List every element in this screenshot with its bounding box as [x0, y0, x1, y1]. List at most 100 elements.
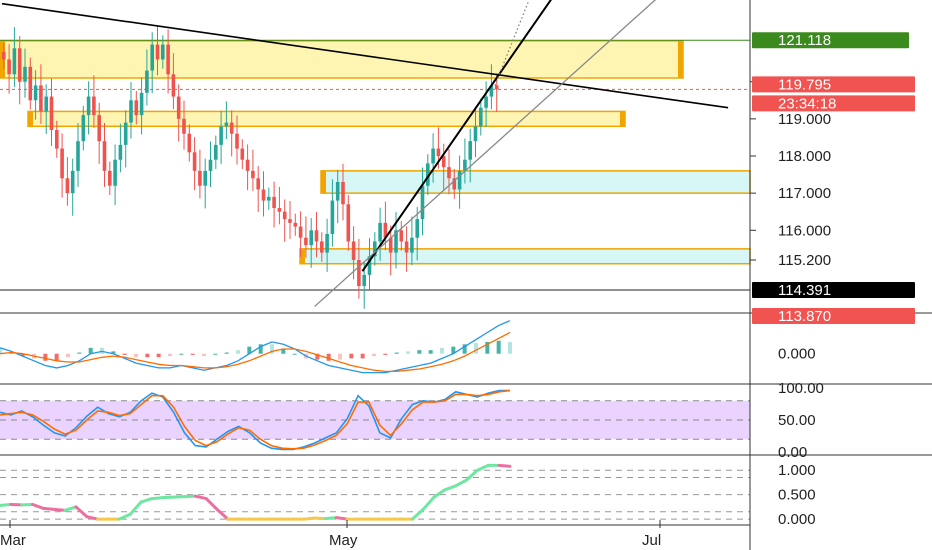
candle[interactable]	[298, 226, 303, 238]
candle[interactable]	[452, 178, 457, 190]
candle[interactable]	[23, 66, 27, 82]
candle[interactable]	[219, 126, 223, 145]
candle[interactable]	[441, 156, 446, 168]
candle[interactable]	[150, 44, 154, 71]
macd-line[interactable]	[0, 320, 511, 374]
candle[interactable]	[378, 222, 382, 242]
candle[interactable]	[473, 126, 478, 142]
candle[interactable]	[224, 122, 229, 127]
candle[interactable]	[182, 118, 186, 134]
oscillator-pane[interactable]	[0, 463, 750, 521]
candle[interactable]	[447, 167, 451, 179]
candle[interactable]	[240, 148, 245, 160]
candle[interactable]	[155, 44, 160, 60]
candle[interactable]	[346, 204, 351, 242]
candle[interactable]	[373, 241, 377, 257]
candle[interactable]	[161, 44, 165, 60]
candle[interactable]	[357, 260, 361, 286]
candle[interactable]	[362, 274, 366, 286]
price-tag[interactable]	[752, 308, 915, 324]
candle[interactable]	[97, 115, 101, 142]
candle[interactable]	[309, 230, 313, 246]
demand-zone-upper[interactable]	[320, 170, 751, 194]
candle[interactable]	[44, 96, 48, 112]
candle[interactable]	[192, 152, 197, 171]
candle[interactable]	[229, 122, 234, 134]
candle[interactable]	[102, 141, 107, 171]
candle[interactable]	[81, 115, 86, 142]
candle[interactable]	[304, 237, 308, 246]
grey-channel-line[interactable]	[314, 0, 660, 307]
candle[interactable]	[12, 48, 17, 75]
candle[interactable]	[426, 163, 430, 186]
candle[interactable]	[261, 189, 266, 201]
candle[interactable]	[208, 159, 213, 171]
candle[interactable]	[293, 222, 298, 227]
candle[interactable]	[394, 230, 398, 253]
candle[interactable]	[277, 208, 282, 212]
candle[interactable]	[76, 141, 80, 171]
candle[interactable]	[288, 219, 292, 223]
candle[interactable]	[145, 70, 149, 93]
mid-zone[interactable]	[27, 110, 626, 128]
candle[interactable]	[388, 237, 393, 253]
candle[interactable]	[203, 170, 207, 186]
price-tag[interactable]	[752, 76, 915, 93]
candle[interactable]	[436, 148, 441, 156]
candle[interactable]	[351, 241, 356, 260]
candle[interactable]	[28, 66, 33, 101]
candle[interactable]	[468, 141, 472, 160]
candle[interactable]	[113, 159, 117, 186]
candle[interactable]	[399, 230, 404, 242]
descending-trendline[interactable]	[1, 2, 729, 109]
candle[interactable]	[320, 241, 324, 253]
candle[interactable]	[420, 185, 425, 220]
candle[interactable]	[484, 96, 488, 108]
candle[interactable]	[7, 59, 11, 75]
candle[interactable]	[92, 96, 96, 116]
candle[interactable]	[463, 159, 467, 171]
candle[interactable]	[129, 100, 133, 123]
supply-zone[interactable]	[0, 40, 684, 79]
candle[interactable]	[171, 74, 176, 97]
candle[interactable]	[187, 133, 192, 153]
stochastic-k-line[interactable]	[0, 389, 510, 451]
price-pane[interactable]	[0, 0, 751, 309]
candle[interactable]	[108, 170, 112, 186]
candle[interactable]	[479, 107, 483, 127]
candle[interactable]	[235, 133, 239, 149]
price-tag[interactable]	[752, 95, 915, 112]
candle[interactable]	[404, 241, 409, 253]
demand-zone-lower[interactable]	[299, 248, 751, 265]
candle[interactable]	[457, 170, 462, 190]
candle[interactable]	[410, 237, 414, 253]
signal-line[interactable]	[0, 331, 511, 373]
candle[interactable]	[118, 144, 123, 160]
candle[interactable]	[166, 44, 170, 75]
stochastic-d-line[interactable]	[0, 389, 511, 450]
candle[interactable]	[70, 170, 75, 194]
price-tag[interactable]	[752, 32, 909, 49]
candle[interactable]	[431, 148, 435, 164]
candle[interactable]	[367, 256, 372, 275]
steep-trendline[interactable]	[361, 0, 558, 272]
candle[interactable]	[251, 170, 255, 179]
candle[interactable]	[49, 96, 54, 130]
candle[interactable]	[415, 219, 419, 238]
candle[interactable]	[325, 234, 329, 253]
candle[interactable]	[176, 96, 181, 119]
candle[interactable]	[55, 130, 59, 149]
price-tag[interactable]	[752, 282, 915, 299]
candle[interactable]	[139, 92, 144, 116]
candle[interactable]	[65, 178, 70, 194]
candle[interactable]	[267, 196, 271, 201]
candle[interactable]	[383, 222, 388, 238]
candle[interactable]	[282, 211, 287, 220]
candle[interactable]	[494, 85, 499, 90]
candle[interactable]	[335, 182, 340, 201]
candle[interactable]	[214, 144, 218, 160]
candle[interactable]	[245, 159, 250, 171]
time-axis[interactable]: Mar May Jul	[0, 520, 661, 549]
candle[interactable]	[489, 85, 494, 97]
